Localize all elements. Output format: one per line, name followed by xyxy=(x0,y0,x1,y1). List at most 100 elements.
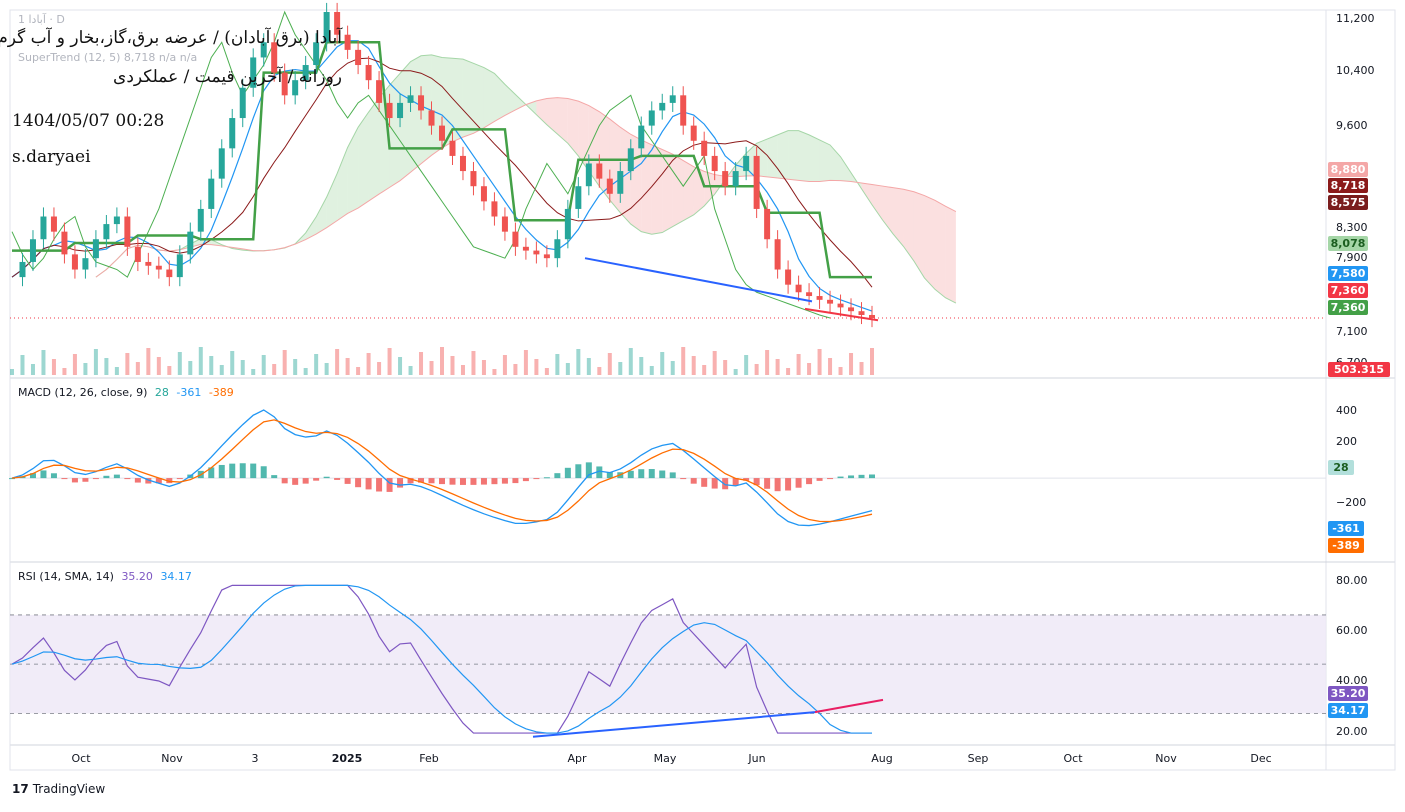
candle-body xyxy=(124,217,130,247)
volume-bar xyxy=(398,357,402,375)
volume-bar xyxy=(430,361,434,375)
volume-bar xyxy=(356,367,360,375)
volume-bar xyxy=(199,347,203,375)
macd-histogram-bar xyxy=(397,478,403,488)
macd-histogram-bar xyxy=(701,478,707,487)
macd-histogram-bar xyxy=(51,473,57,478)
volume-bar xyxy=(860,362,864,375)
volume-bar xyxy=(639,357,643,375)
cloud-segment xyxy=(327,174,337,228)
cloud-segment xyxy=(652,145,662,234)
volume-bar xyxy=(83,363,87,375)
macd-histogram-bar xyxy=(292,478,298,485)
cloud-segment xyxy=(820,140,830,182)
volume-bar xyxy=(125,353,129,375)
cloud-segment xyxy=(788,131,798,181)
candle-body xyxy=(848,307,854,311)
x-tick: 3 xyxy=(252,752,259,765)
candle-body xyxy=(51,217,57,232)
candle-body xyxy=(743,156,749,171)
rsi-tick: 60.00 xyxy=(1336,624,1368,637)
macd-histogram-bar xyxy=(575,464,581,478)
volume-bar xyxy=(314,354,318,375)
price-tag-supertrend: 8,718 xyxy=(1328,178,1368,193)
macd-tick: −200 xyxy=(1336,496,1366,509)
volume-bars xyxy=(10,347,874,375)
volume-bar xyxy=(136,362,140,375)
volume-bar xyxy=(587,358,591,375)
volume-bar xyxy=(524,350,528,375)
candle-body xyxy=(701,141,707,156)
volume-bar xyxy=(335,349,339,375)
candle-body xyxy=(617,171,623,194)
macd-tick: 400 xyxy=(1336,404,1357,417)
volume-bar xyxy=(566,363,570,375)
macd-histogram-bar xyxy=(806,478,812,484)
macd-histogram-bar xyxy=(659,471,665,479)
volume-bar xyxy=(618,362,622,375)
candle-body xyxy=(208,179,214,209)
volume-bar xyxy=(346,358,350,375)
macd-histogram-bar xyxy=(250,464,256,479)
volume-bar xyxy=(241,360,245,375)
candle-body xyxy=(722,171,728,186)
macd-histogram-bar xyxy=(481,478,487,485)
cloud-segment xyxy=(536,99,546,125)
price-tick: 11,200 xyxy=(1336,12,1375,25)
macd-histogram-bar xyxy=(680,478,686,479)
volume-bar xyxy=(471,351,475,375)
macd-histogram-bar xyxy=(261,466,267,478)
volume-bar xyxy=(828,358,832,375)
candle-body xyxy=(408,95,414,103)
volume-bar xyxy=(807,363,811,375)
candle-body xyxy=(418,95,424,110)
volume-bar xyxy=(104,358,108,375)
candle-body xyxy=(397,103,403,118)
macd-histogram-bar xyxy=(135,478,141,482)
macd-tick: 200 xyxy=(1336,435,1357,448)
candle-body xyxy=(460,156,466,171)
candle-body xyxy=(596,163,602,178)
candle-body xyxy=(219,148,225,178)
volume-bar xyxy=(450,356,454,375)
cloud-segment xyxy=(945,206,955,303)
cloud-segment xyxy=(914,192,924,278)
candle-body xyxy=(754,156,760,209)
candle-body xyxy=(670,95,676,103)
price-tick: 9,600 xyxy=(1336,119,1368,132)
macd-histogram-bar xyxy=(303,478,309,484)
volume-bar xyxy=(576,349,580,375)
cloud-segment xyxy=(494,73,504,121)
macd-histogram-bar xyxy=(523,478,529,481)
candle-body xyxy=(691,126,697,141)
volume-bar xyxy=(723,360,727,375)
candle-body xyxy=(93,239,99,258)
candle-body xyxy=(565,209,571,239)
volume-bar xyxy=(629,348,633,375)
macd-histogram-bar xyxy=(366,478,372,489)
candle-body xyxy=(177,254,183,277)
macd-title: MACD (12, 26, close, 9) xyxy=(18,386,147,399)
x-tick: Oct xyxy=(71,752,90,765)
macd-histogram-bar xyxy=(324,477,330,478)
volume-bar xyxy=(209,356,213,375)
rsi-trendline-blue xyxy=(533,712,815,737)
macd-signal-line xyxy=(12,420,872,522)
candle-body xyxy=(198,209,204,232)
volume-bar xyxy=(52,359,56,375)
candle-body xyxy=(575,186,581,209)
volume-bar xyxy=(513,364,517,375)
macd-histogram-bar xyxy=(82,478,88,482)
macd-pane xyxy=(9,410,1326,526)
symbol-line: 1 آبادا · D xyxy=(18,13,65,26)
macd-line xyxy=(12,410,872,526)
candle-body xyxy=(376,80,382,103)
candle-body xyxy=(796,285,802,293)
candle-body xyxy=(712,156,718,171)
candle-body xyxy=(429,110,435,125)
volume-bar xyxy=(492,369,496,375)
volume-bar xyxy=(419,352,423,375)
volume-bar xyxy=(671,361,675,375)
